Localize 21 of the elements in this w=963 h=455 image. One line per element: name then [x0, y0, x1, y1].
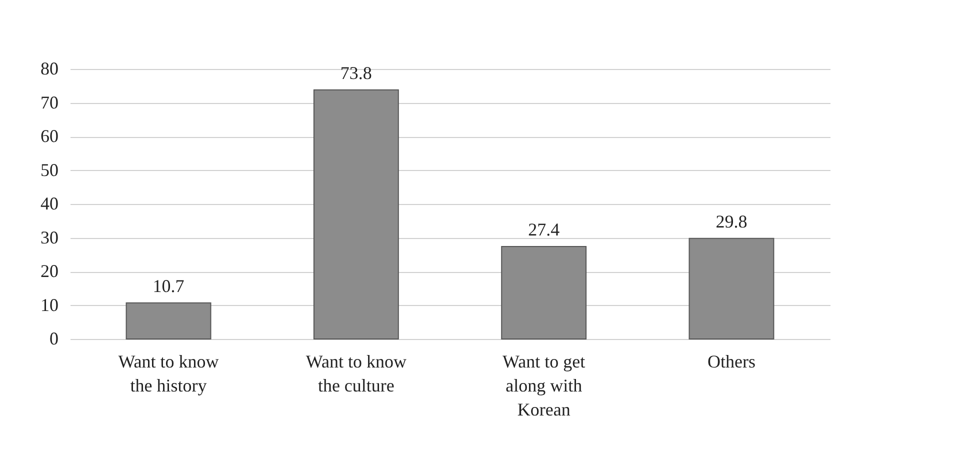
y-tick-label: 60: [40, 126, 58, 146]
data-label: 27.4: [528, 220, 560, 240]
y-tick-label: 0: [50, 328, 58, 348]
data-label: 73.8: [340, 62, 372, 83]
bar: [688, 238, 774, 340]
bar: [126, 302, 212, 340]
x-tick-label: Others: [707, 352, 756, 372]
y-tick-label: 40: [40, 194, 58, 214]
x-tick-label: Want to know the culture: [306, 352, 406, 396]
y-tick-label: 50: [40, 160, 58, 180]
y-tick-label: 30: [40, 227, 58, 248]
x-tick-label: Want to get along with Korean: [502, 352, 586, 420]
bar: [501, 246, 587, 340]
data-label: 10.7: [152, 276, 184, 296]
y-tick-label: 20: [40, 261, 58, 281]
y-tick-label: 70: [40, 92, 58, 112]
bar: [313, 89, 399, 340]
y-tick-label: 10: [40, 294, 58, 315]
y-tick-label: 80: [40, 58, 58, 78]
data-label: 29.8: [716, 211, 748, 232]
x-tick-label: Want to know the history: [118, 352, 219, 396]
